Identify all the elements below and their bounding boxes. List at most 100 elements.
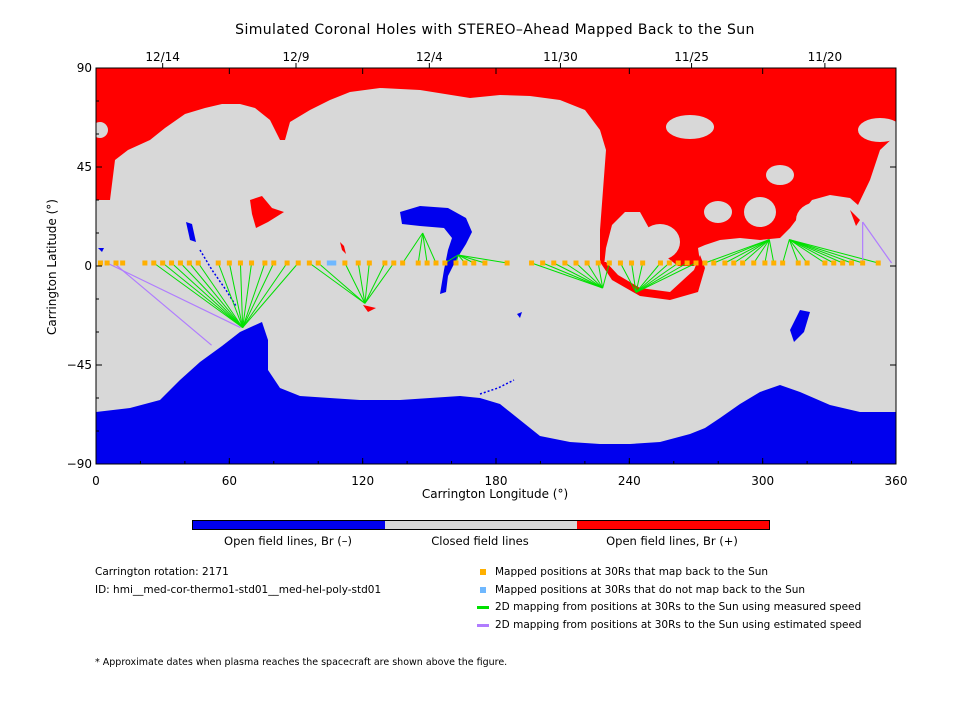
- mapped-position-marker: [306, 260, 312, 266]
- x-tick-label: 300: [751, 474, 775, 488]
- measured-mapping-line: [553, 262, 603, 289]
- chart-title: Simulated Coronal Holes with STEREO–Ahea…: [235, 22, 755, 38]
- mapped-position-marker: [195, 260, 201, 266]
- colorbar-label-closed: Closed field lines: [431, 534, 529, 548]
- measured-mapping-line: [458, 254, 508, 264]
- measured-mapping-line: [228, 262, 244, 328]
- mapped-position-marker: [640, 260, 646, 266]
- measured-mapping-line: [364, 262, 395, 304]
- x-tick-label: 120: [351, 474, 375, 488]
- mapped-position-marker: [849, 260, 855, 266]
- mapped-position-marker: [629, 260, 635, 266]
- measured-mapping-line: [575, 262, 604, 289]
- y-tick-label: 45: [76, 160, 92, 174]
- mapped-position-marker: [366, 260, 372, 266]
- mapped-position-marker: [160, 260, 166, 266]
- measured-mapping-line: [242, 262, 266, 328]
- mapped-position-marker: [657, 260, 663, 266]
- mapped-position-marker: [177, 260, 183, 266]
- mapped-position-marker: [762, 260, 768, 266]
- y-tick-label: −90: [66, 457, 92, 471]
- measured-mapping-line: [344, 262, 366, 304]
- measured-mapping-line: [753, 239, 770, 264]
- mapped-position-marker: [529, 260, 535, 266]
- measured-mapping-line: [635, 262, 697, 293]
- mapped-position-marker: [104, 260, 110, 266]
- measured-mapping-line: [458, 254, 486, 264]
- mapped-position-marker: [684, 260, 690, 266]
- x-tick-label: 360: [884, 474, 908, 488]
- open-negative-patch: [186, 222, 196, 242]
- mapped-position-marker: [237, 260, 243, 266]
- mapped-position-marker: [151, 260, 157, 266]
- measured-mapping-line: [171, 262, 244, 328]
- open-negative-patch: [517, 312, 522, 318]
- closed-island: [704, 201, 732, 223]
- mapped-position-marker: [504, 260, 510, 266]
- y-tick-label: −45: [66, 358, 92, 372]
- measured-mapping-line: [402, 232, 424, 264]
- mapped-positions: [97, 260, 881, 266]
- measured-mapping-line: [242, 262, 288, 328]
- measured-mapping-line: [789, 239, 852, 264]
- mapped-position-marker: [113, 260, 119, 266]
- measured-mapping-line: [704, 239, 770, 264]
- measured-mapping-line: [309, 262, 366, 304]
- top-date-label: 12/9: [282, 50, 310, 64]
- mapped-position-marker: [551, 260, 557, 266]
- mapped-position-marker: [391, 260, 397, 266]
- measured-mapping-line: [635, 262, 644, 293]
- measured-mapping-line: [531, 262, 603, 289]
- top-date-label: 11/30: [543, 50, 578, 64]
- x-tick-label: 240: [617, 474, 641, 488]
- legend-mapped: Mapped positions at 30Rs that map back t…: [495, 566, 769, 578]
- measured-mapping-line: [317, 262, 366, 304]
- mapped-position-marker: [693, 260, 699, 266]
- measured-mapping-line: [564, 262, 603, 289]
- mapped-position-marker: [702, 260, 708, 266]
- mapped-position-marker: [675, 260, 681, 266]
- mapped-position-marker: [860, 260, 866, 266]
- colorbar-open-negative: [193, 521, 385, 529]
- measured-mapping-line: [180, 262, 244, 328]
- mapped-position-marker: [97, 260, 103, 266]
- mapped-position-marker: [433, 260, 439, 266]
- measured-mapping-line: [242, 262, 299, 328]
- mapped-position-marker: [342, 260, 348, 266]
- mapped-position-marker: [540, 260, 546, 266]
- open-positive-patch: [250, 196, 284, 228]
- mapped-position-marker: [771, 260, 777, 266]
- open-negative-hook: [400, 206, 472, 294]
- mapped-position-marker: [617, 260, 623, 266]
- measured-mapping-line: [733, 239, 770, 264]
- closed-island: [858, 118, 896, 142]
- mapped-position-marker: [415, 260, 421, 266]
- footnote: * Approximate dates when plasma reaches …: [95, 657, 508, 668]
- colorbar-label-negative: Open field lines, Br (–): [224, 534, 352, 548]
- mapped-position-marker: [804, 260, 810, 266]
- measured-mapping-line: [788, 239, 808, 264]
- mapped-position-marker: [382, 260, 388, 266]
- mapped-position-marker: [271, 260, 277, 266]
- y-tick-label: 90: [76, 61, 92, 75]
- legend-mapped-swatch: [480, 569, 486, 575]
- mapped-position-marker: [453, 260, 459, 266]
- measured-mapping-line: [586, 262, 604, 289]
- open-negative-patch: [790, 310, 810, 342]
- measured-mapping-line: [635, 262, 661, 293]
- y-axis-label: Carrington Latitude (°): [45, 199, 59, 335]
- mapped-position-marker: [573, 260, 579, 266]
- mapped-position-marker: [442, 260, 448, 266]
- colorbar-label-positive: Open field lines, Br (+): [606, 534, 738, 548]
- mapped-position-marker: [482, 260, 488, 266]
- measured-mapping-line: [635, 262, 670, 293]
- legend-not-mapped: Mapped positions at 30Rs that do not map…: [495, 584, 806, 596]
- mapped-position-marker: [722, 260, 728, 266]
- measured-mapping-line: [788, 239, 799, 264]
- top-date-label: 12/4: [415, 50, 443, 64]
- mapped-position-marker: [249, 260, 255, 266]
- colorbar-open-positive: [577, 521, 769, 529]
- measured-mapping-line: [542, 262, 603, 289]
- closed-island: [744, 197, 776, 227]
- mapped-position-marker: [562, 260, 568, 266]
